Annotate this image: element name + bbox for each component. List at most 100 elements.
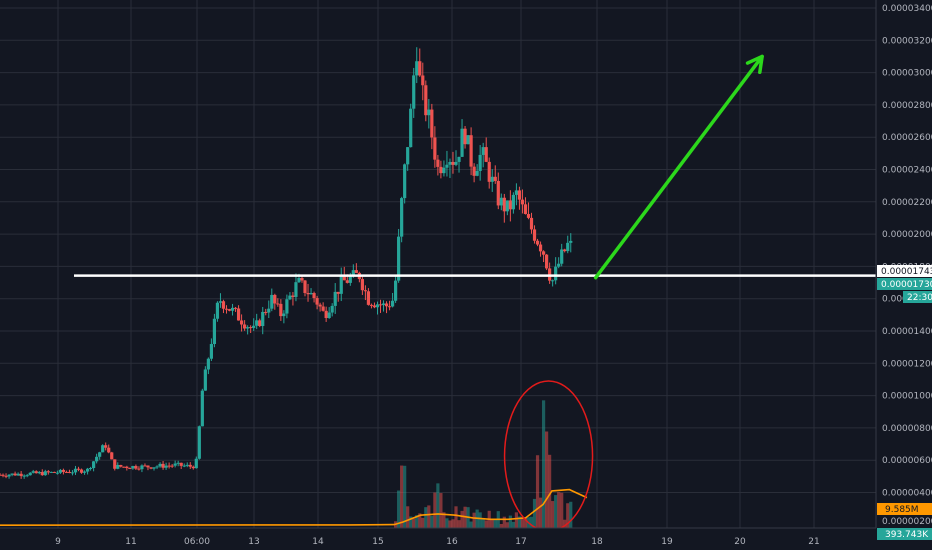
volume-bar: [505, 522, 509, 528]
price-tick-label: 0.00003200: [882, 36, 932, 46]
candle: [140, 464, 144, 473]
volume-bar: [481, 518, 485, 528]
volume-bar: [566, 503, 570, 528]
candles: [0, 47, 573, 479]
candle: [46, 470, 50, 475]
volume-bar: [418, 513, 422, 528]
candle: [197, 425, 201, 460]
candle: [303, 280, 307, 297]
volume-bar: [430, 515, 434, 528]
last-price-label: 0.00001730: [881, 280, 932, 290]
candle: [143, 463, 147, 467]
candle: [55, 470, 59, 475]
candle: [85, 467, 90, 475]
volume-bar: [563, 519, 567, 528]
time-tick-label: 18: [591, 537, 603, 547]
candle: [61, 468, 66, 475]
candle: [566, 235, 570, 254]
candle: [70, 470, 75, 476]
candle: [538, 241, 543, 257]
price-tick-label: 0.00000600: [882, 456, 932, 466]
candle: [40, 469, 44, 476]
candle: [505, 200, 509, 216]
candle: [233, 306, 238, 312]
candle: [279, 299, 283, 321]
volume-bar: [415, 515, 419, 528]
candle: [541, 250, 546, 263]
candle: [312, 291, 316, 303]
candle: [469, 127, 473, 176]
volume-bar: [541, 400, 546, 528]
candle: [554, 257, 558, 285]
candle: [119, 464, 123, 468]
volume-bar: [469, 521, 473, 528]
price-tick-label: 0.00002200: [882, 198, 932, 208]
volume-axis-low-label: 0.00000200: [882, 517, 932, 527]
candle: [294, 273, 298, 302]
volume-last-tag: 393.743K: [877, 528, 932, 540]
candle: [239, 314, 244, 332]
price-tick-label: 0.00003400: [882, 4, 932, 14]
candle: [134, 464, 138, 470]
candle: [318, 302, 322, 312]
candle: [19, 471, 23, 479]
candle: [182, 463, 186, 468]
candle: [433, 126, 437, 168]
candle: [37, 470, 41, 475]
candle: [517, 186, 522, 210]
candle: [496, 172, 500, 210]
candle: [445, 150, 449, 177]
candle: [0, 473, 2, 476]
candle: [288, 292, 292, 301]
candle: [170, 464, 174, 468]
candle: [76, 466, 81, 472]
candle: [381, 300, 386, 312]
candle: [511, 192, 515, 214]
line-price-label: 0.00001743: [881, 267, 932, 277]
candle: [409, 103, 413, 148]
candle: [427, 98, 431, 129]
candle: [16, 472, 20, 476]
candle: [327, 307, 331, 319]
candle: [430, 103, 434, 150]
candle: [291, 292, 295, 306]
time-tick-label: 20: [734, 537, 746, 547]
candle: [246, 325, 250, 335]
candle: [258, 318, 262, 328]
candle: [64, 470, 69, 473]
candle: [324, 306, 328, 322]
volume-bar: [532, 498, 537, 528]
volume-bar: [551, 501, 555, 528]
arrow-shaft: [593, 54, 764, 280]
volume-bar: [403, 465, 407, 528]
volume-bar: [560, 492, 564, 528]
price-tick-label: 0.00003000: [882, 69, 932, 79]
candle: [442, 160, 446, 177]
candle: [342, 266, 346, 281]
time-tick-label: 19: [661, 537, 673, 547]
candle: [439, 160, 443, 179]
candle: [366, 288, 371, 306]
volume-ma-tag: 9.585M: [877, 503, 932, 515]
time-axis-panel: [0, 528, 932, 550]
candle: [418, 48, 422, 77]
volume-bar: [448, 520, 452, 528]
candle: [194, 456, 198, 469]
volume-bar: [457, 520, 461, 528]
candle: [116, 462, 120, 470]
candle: [58, 468, 62, 475]
candle: [330, 303, 334, 317]
volume-bar: [400, 465, 404, 528]
volume-bar: [511, 521, 515, 528]
volume-bar: [514, 512, 519, 528]
candle: [236, 305, 241, 321]
candle: [22, 474, 26, 479]
candle: [152, 467, 156, 471]
candle: [315, 295, 319, 310]
candle: [387, 300, 392, 311]
candle: [336, 291, 340, 302]
candle: [412, 67, 416, 118]
candle: [529, 212, 534, 234]
candle: [403, 163, 407, 204]
